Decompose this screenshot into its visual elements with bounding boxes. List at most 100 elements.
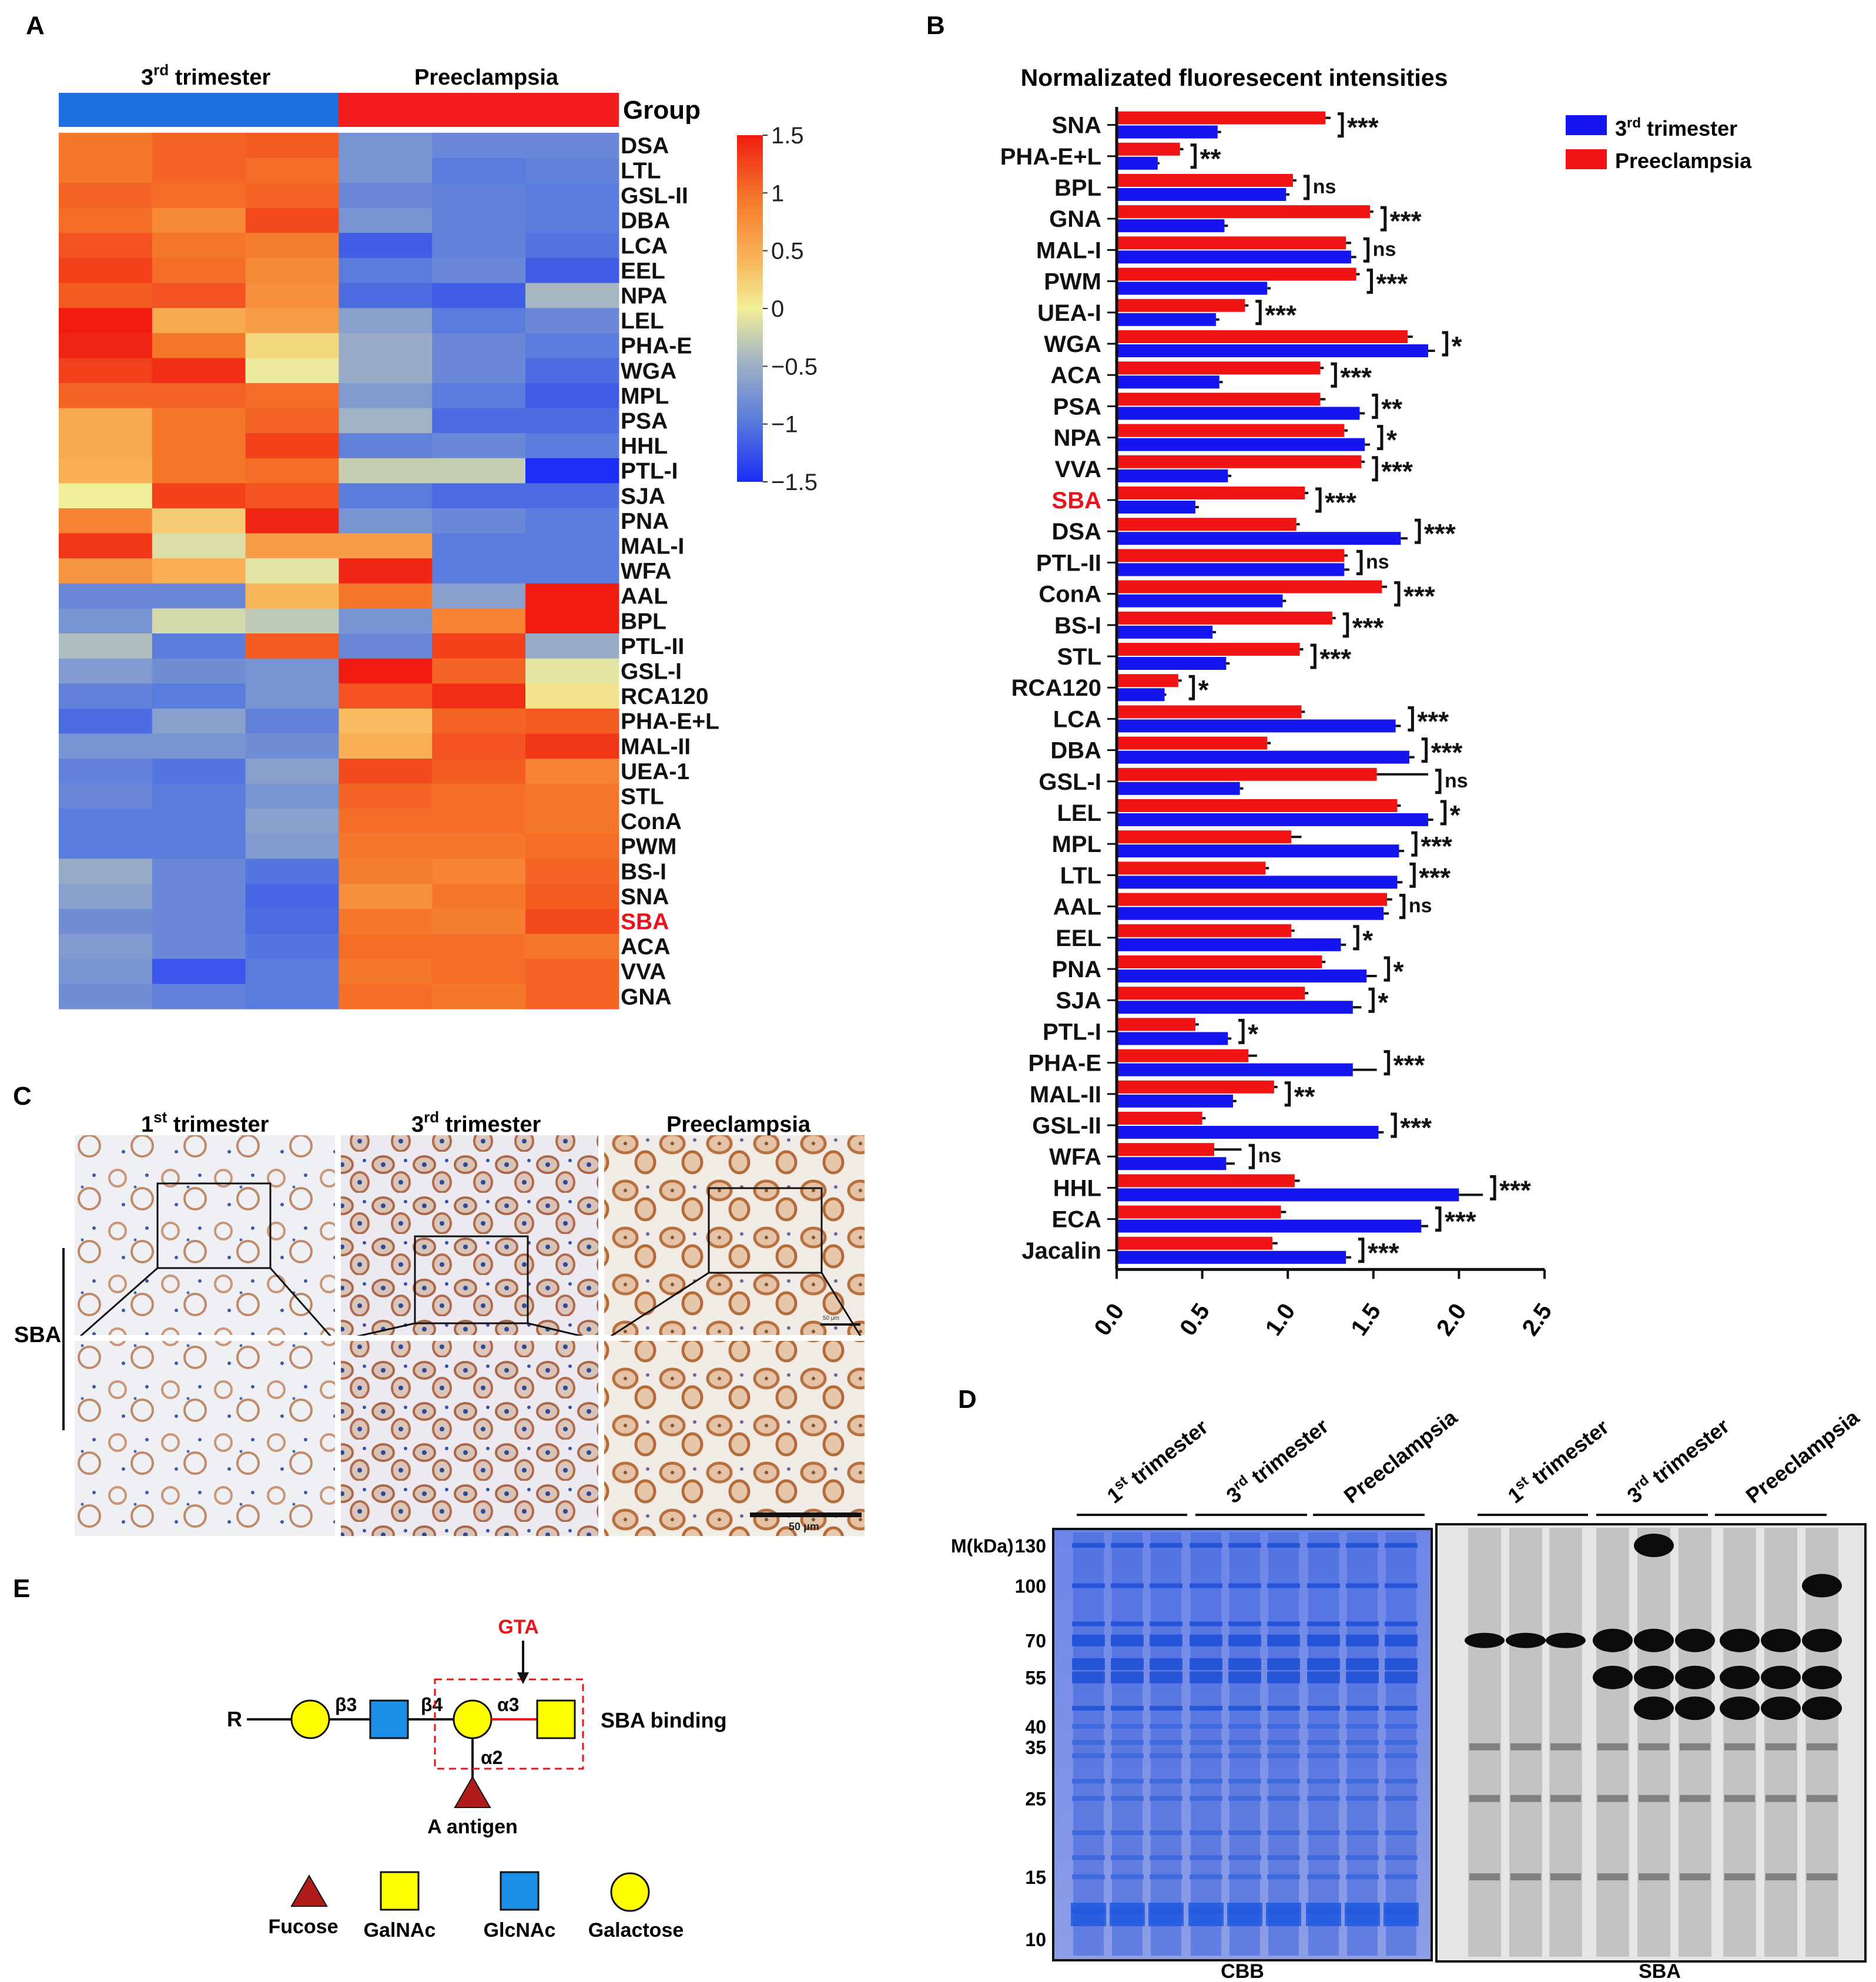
heatmap-row-label: HHL <box>621 434 668 459</box>
bar-preeclampsia <box>1117 955 1322 968</box>
heatmap-cell <box>432 433 526 459</box>
marker-label: 70 <box>1025 1631 1046 1652</box>
histo-col-label-3rd: 3rd trimester <box>411 1108 541 1137</box>
group-label-preeclampsia: Preeclampsia <box>414 65 559 90</box>
bar-preeclampsia <box>1117 549 1345 562</box>
cbb-band <box>1150 1543 1182 1548</box>
bar-3rd-trimester <box>1117 907 1384 920</box>
sba-binding-label: SBA binding <box>601 1708 727 1732</box>
cbb-band <box>1228 1621 1261 1626</box>
heatmap-cell <box>245 408 339 434</box>
significance-bracket <box>1338 112 1344 138</box>
heatmap-cell <box>525 884 619 910</box>
heatmap-cell <box>525 157 619 183</box>
sba-faint-band <box>1639 1743 1669 1750</box>
sba-faint-band <box>1680 1873 1710 1881</box>
heatmap-cell <box>152 984 246 1010</box>
histo-col-label-preeclampsia: Preeclampsia <box>666 1112 811 1137</box>
heatmap-cell <box>432 408 526 434</box>
cbb-band <box>1385 1740 1418 1745</box>
heatmap-cell <box>152 383 246 409</box>
heatmap-cell <box>152 333 246 358</box>
significance-bracket <box>1415 518 1421 544</box>
legend-swatch-preeclampsia <box>1566 149 1607 169</box>
significance-bracket <box>1353 925 1359 951</box>
gel-label-sba: SBA <box>1639 1960 1681 1982</box>
significance-label: ns <box>1313 176 1336 198</box>
heatmap-cell <box>339 884 433 910</box>
heatmap-cell <box>432 759 526 784</box>
heatmap-cell <box>59 533 153 559</box>
cbb-band <box>1307 1543 1340 1548</box>
histo-image-3rd-zoom <box>341 1341 598 1536</box>
bar-3rd-trimester <box>1117 563 1345 576</box>
bar-category-label: DSA <box>1052 519 1101 545</box>
cbb-band <box>1307 1583 1340 1588</box>
cbb-band <box>1190 1706 1222 1711</box>
heatmap-cell <box>432 157 526 183</box>
heatmap-cell <box>152 633 246 659</box>
heatmap-row-label: PTL-I <box>621 459 678 484</box>
heatmap-cell <box>432 708 526 734</box>
bar-preeclampsia <box>1117 142 1180 156</box>
sba-band <box>1720 1628 1760 1652</box>
significance-label: * <box>1450 800 1460 830</box>
heatmap-cell <box>432 508 526 534</box>
cbb-band <box>1267 1583 1300 1588</box>
cbb-band <box>1385 1874 1418 1880</box>
cbb-band <box>1346 1796 1379 1801</box>
heatmap-cell <box>339 783 433 809</box>
x-tick-label: 0.0 <box>1089 1299 1129 1340</box>
heatmap-cell <box>152 483 246 509</box>
galactose-icon <box>290 1699 330 1739</box>
sba-faint-band <box>1639 1795 1669 1802</box>
cbb-band <box>1228 1583 1261 1588</box>
bar-category-label: AAL <box>1053 894 1101 920</box>
heatmap-cell <box>525 908 619 934</box>
heatmap-cell <box>432 233 526 259</box>
heatmap-cell <box>245 207 339 233</box>
antigen-label: A antigen <box>427 1816 518 1838</box>
bar-3rd-trimester <box>1117 219 1225 233</box>
heatmap-cell <box>432 633 526 659</box>
bar-preeclampsia <box>1117 330 1408 343</box>
heatmap-cell <box>525 383 619 409</box>
heatmap-cell <box>152 508 246 534</box>
significance-label: *** <box>1381 456 1413 487</box>
heatmap-cell <box>432 908 526 934</box>
bar-3rd-trimester <box>1117 594 1283 608</box>
heatmap-cell <box>525 508 619 534</box>
heatmap-cell <box>152 258 246 284</box>
group-annotation-label: Group <box>623 96 701 125</box>
heatmap-cell <box>339 157 433 183</box>
significance-label: *** <box>1499 1175 1531 1205</box>
heatmap-cell <box>525 759 619 784</box>
sba-lane <box>1468 1528 1501 1957</box>
heatmap-cell <box>339 508 433 534</box>
bar-preeclampsia <box>1117 424 1345 437</box>
significance-bracket <box>1342 612 1349 638</box>
significance-label: * <box>1362 925 1373 955</box>
cbb-band <box>1267 1706 1300 1711</box>
cbb-band <box>1190 1753 1222 1759</box>
sba-faint-band <box>1550 1795 1581 1802</box>
heatmap-cell <box>432 683 526 709</box>
heatmap-cell <box>152 884 246 910</box>
cbb-band <box>1385 1855 1418 1860</box>
bar-preeclampsia <box>1117 611 1332 625</box>
significance-bracket <box>1490 1175 1496 1200</box>
sba-faint-band <box>1724 1743 1755 1750</box>
cbb-band <box>1267 1671 1300 1683</box>
heatmap-cell <box>245 658 339 684</box>
sba-lanes <box>1465 1528 1842 1957</box>
heatmap-cell <box>525 608 619 634</box>
heatmap-cell <box>432 283 526 308</box>
cbb-band <box>1228 1723 1261 1729</box>
bar-category-label: MPL <box>1052 831 1101 857</box>
cbb-band <box>1111 1543 1144 1548</box>
bar-3rd-trimester <box>1117 188 1287 201</box>
zoom-box-1st <box>156 1182 272 1269</box>
cbb-band <box>1346 1583 1379 1588</box>
cbb-band <box>1072 1706 1105 1711</box>
